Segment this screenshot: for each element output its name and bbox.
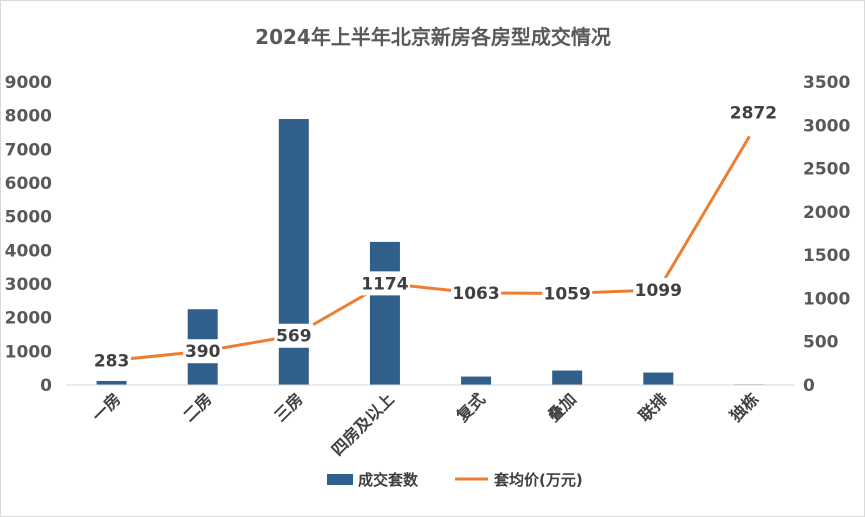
- data-label: 1174: [361, 274, 408, 294]
- data-label-bg: [274, 323, 314, 348]
- data-label: 1059: [544, 284, 591, 304]
- left-tick-label: 0: [40, 376, 52, 396]
- data-label-bg: [542, 281, 593, 306]
- data-label: 2872: [730, 103, 777, 123]
- right-tick-label: 3500: [803, 73, 850, 93]
- data-label: 1099: [635, 281, 682, 301]
- right-tick-label: 500: [803, 333, 839, 353]
- line-series: 283 390 569 1174 1063 1059 1099 2872: [92, 102, 779, 373]
- right-tick-label: 1000: [803, 289, 850, 309]
- left-tick-label: 1000: [5, 342, 52, 362]
- category-axis: 一房 二房 三房 四房及以上 复式 叠加 联排 独栋: [88, 389, 762, 459]
- chart-title: 2024年上半年北京新房各房型成交情况: [255, 25, 611, 49]
- data-label: 569: [276, 327, 312, 347]
- legend-bar-label: 成交套数: [358, 471, 419, 489]
- data-label-bg: [359, 271, 410, 296]
- data-label-bg: [728, 102, 779, 127]
- bar: [461, 376, 492, 385]
- data-label-bg: [451, 280, 502, 305]
- category-label: 复式: [452, 389, 489, 426]
- category-label: 联排: [635, 389, 671, 425]
- left-tick-label: 4000: [5, 241, 52, 261]
- left-tick-label: 9000: [5, 73, 52, 93]
- bar: [552, 370, 583, 385]
- category-label: 四房及以上: [328, 389, 398, 459]
- right-tick-label: 2000: [803, 203, 850, 223]
- left-axis: 0 1000 2000 3000 4000 5000 6000 7000 8000 9000: [5, 73, 52, 396]
- category-label: 叠加: [544, 389, 580, 425]
- data-label-bg: [183, 339, 223, 364]
- data-label: 390: [185, 342, 221, 362]
- category-label: 一房: [88, 389, 124, 425]
- data-label: 283: [94, 352, 130, 372]
- data-label-bg: [92, 348, 132, 373]
- legend: 成交套数 套均价(万元): [327, 471, 583, 489]
- legend-bar-swatch: [327, 474, 353, 485]
- category-label: 三房: [271, 389, 307, 425]
- category-label: 二房: [179, 389, 215, 425]
- right-tick-label: 1500: [803, 246, 850, 266]
- right-tick-label: 2500: [803, 160, 850, 180]
- category-label: 独栋: [726, 389, 762, 425]
- bar: [369, 241, 400, 385]
- right-tick-label: 3000: [803, 116, 850, 136]
- left-tick-label: 2000: [5, 309, 52, 329]
- right-axis: 0 500 1000 1500 2000 2500 3000 3500: [803, 73, 850, 396]
- left-tick-label: 7000: [5, 140, 52, 160]
- legend-line-label: 套均价(万元): [493, 471, 583, 489]
- left-tick-label: 8000: [5, 107, 52, 127]
- data-label: 1063: [452, 284, 499, 304]
- bar: [643, 372, 674, 385]
- bar: [96, 380, 127, 385]
- left-tick-label: 3000: [5, 275, 52, 295]
- left-tick-label: 5000: [5, 208, 52, 228]
- right-tick-label: 0: [803, 376, 815, 396]
- data-label-bg: [633, 277, 684, 302]
- left-tick-label: 6000: [5, 174, 52, 194]
